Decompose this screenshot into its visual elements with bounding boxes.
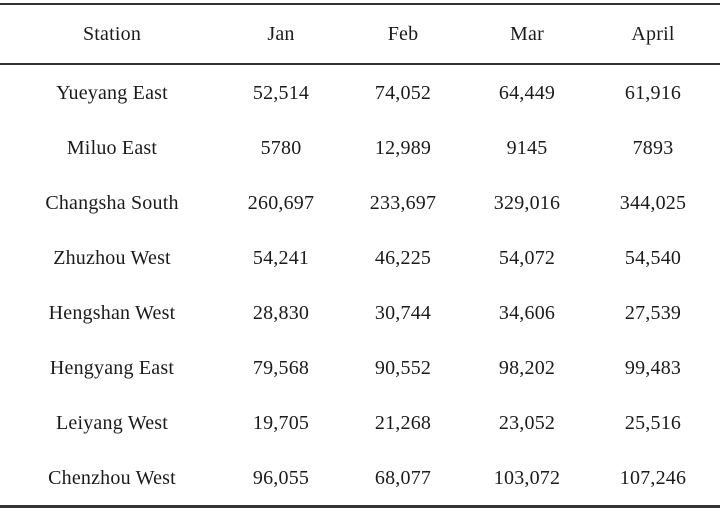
value-cell: 54,241 (252, 246, 310, 269)
table-row: Miluo East 5780 12,989 9145 7893 (0, 120, 720, 175)
station-cell: Yueyang East (56, 81, 168, 104)
header-cell-month: Jan (267, 23, 295, 45)
value-cell: 25,516 (624, 411, 682, 434)
table-body: Yueyang East 52,514 74,052 64,449 61,916 Milu… (0, 65, 720, 505)
table-row: Hengshan West 28,830 30,744 34,606 27,539 (0, 285, 720, 340)
value-cell: 54,072 (498, 246, 556, 269)
value-cell: 99,483 (624, 356, 682, 379)
table-row: Leiyang West 19,705 21,268 23,052 25,516 (0, 395, 720, 450)
table-top-rule (0, 3, 720, 5)
value-cell: 64,449 (498, 81, 556, 104)
value-cell: 54,540 (624, 246, 682, 269)
value-cell: 260,697 (247, 191, 315, 214)
table-row: Yueyang East 52,514 74,052 64,449 61,916 (0, 65, 720, 120)
value-cell: 103,072 (493, 466, 561, 489)
value-cell: 61,916 (624, 81, 682, 104)
value-cell: 344,025 (619, 191, 687, 214)
value-cell: 27,539 (624, 301, 682, 324)
value-cell: 233,697 (369, 191, 437, 214)
header-cell-month: Feb (387, 23, 419, 45)
table-row: Changsha South 260,697 233,697 329,016 344,0… (0, 175, 720, 230)
header-cell-station: Station (82, 23, 142, 45)
value-cell: 28,830 (252, 301, 310, 324)
table-row: Hengyang East 79,568 90,552 98,202 99,483 (0, 340, 720, 395)
value-cell: 96,055 (252, 466, 310, 489)
value-cell: 329,016 (493, 191, 561, 214)
value-cell: 34,606 (498, 301, 556, 324)
table-bottom-rule (0, 505, 720, 508)
station-cell: Changsha South (45, 191, 179, 214)
table-header-separator-rule (0, 63, 720, 65)
value-cell: 79,568 (252, 356, 310, 379)
station-cell: Leiyang West (55, 411, 169, 434)
station-cell: Miluo East (66, 136, 158, 159)
station-monthly-table: Station Jan Feb Mar April Yueyang East 52,514… (0, 3, 720, 508)
value-cell: 68,077 (374, 466, 432, 489)
value-cell: 46,225 (374, 246, 432, 269)
table-header-row: Station Jan Feb Mar April (0, 5, 720, 63)
station-cell: Hengyang East (49, 356, 175, 379)
value-cell: 90,552 (374, 356, 432, 379)
table-row: Chenzhou West 96,055 68,077 103,072 107,246 (0, 450, 720, 505)
table-row: Zhuzhou West 54,241 46,225 54,072 54,540 (0, 230, 720, 285)
value-cell: 98,202 (498, 356, 556, 379)
station-cell: Zhuzhou West (53, 246, 171, 269)
value-cell: 21,268 (374, 411, 432, 434)
value-cell: 12,989 (374, 136, 432, 159)
value-cell: 5780 (260, 136, 302, 159)
value-cell: 52,514 (252, 81, 310, 104)
value-cell: 9145 (506, 136, 548, 159)
value-cell: 7893 (632, 136, 674, 159)
value-cell: 74,052 (374, 81, 432, 104)
station-cell: Hengshan West (48, 301, 176, 324)
value-cell: 30,744 (374, 301, 432, 324)
station-cell: Chenzhou West (48, 466, 176, 489)
value-cell: 107,246 (619, 466, 687, 489)
value-cell: 19,705 (252, 411, 310, 434)
value-cell: 23,052 (498, 411, 556, 434)
header-cell-month: Mar (510, 23, 544, 45)
header-cell-month: April (631, 23, 675, 45)
